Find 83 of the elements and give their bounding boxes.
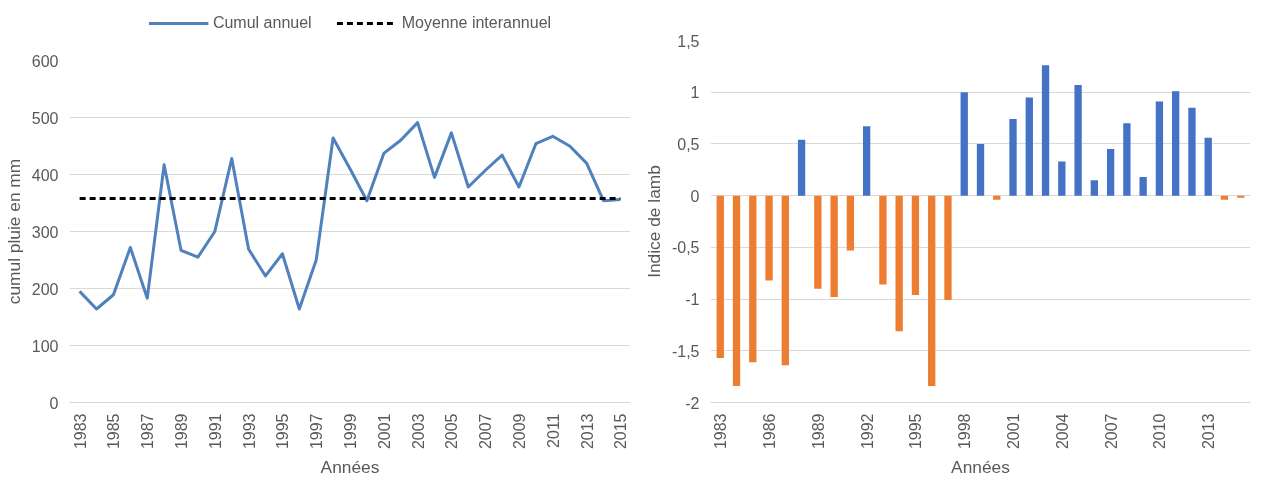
y-tick-label: -1,5 xyxy=(671,342,700,360)
y-axis-title: Indice de lamb xyxy=(643,165,664,278)
bar xyxy=(993,195,1001,200)
x-tick-label: 2004 xyxy=(1053,413,1071,450)
bar xyxy=(1025,97,1033,196)
x-tick-label: 1993 xyxy=(240,413,258,450)
bar xyxy=(1155,101,1164,196)
bar xyxy=(1220,195,1229,200)
y-tick-label: 0 xyxy=(690,187,700,205)
x-tick-label: 1998 xyxy=(956,413,974,450)
bar xyxy=(1123,123,1131,196)
x-tick-label: 1995 xyxy=(907,413,925,450)
bar xyxy=(846,195,855,251)
bar xyxy=(765,195,773,281)
y-tick-label: 300 xyxy=(31,223,59,241)
bar xyxy=(1009,119,1017,196)
bar xyxy=(749,195,757,363)
bar xyxy=(716,195,724,359)
y-tick-label: 200 xyxy=(31,280,59,298)
x-tick-label: 2007 xyxy=(1102,413,1120,450)
bar xyxy=(1074,84,1082,196)
y-axis-title: cumul pluie en mm xyxy=(3,158,24,305)
bar xyxy=(911,195,920,295)
x-tick-label: 2003 xyxy=(409,413,427,450)
bar xyxy=(797,139,806,196)
bar xyxy=(862,126,871,196)
bar xyxy=(976,143,985,196)
y-tick-label: 500 xyxy=(31,109,59,127)
y-tick-label: -2 xyxy=(685,394,700,412)
bar xyxy=(1139,177,1147,196)
y-tick-label: 1 xyxy=(690,84,700,102)
y-tick-label: 0 xyxy=(49,394,59,412)
y-tick-label: -0,5 xyxy=(671,239,700,257)
bar xyxy=(814,195,822,289)
bar xyxy=(879,195,887,285)
line-series xyxy=(78,121,622,311)
x-tick-label: 1987 xyxy=(139,413,157,450)
x-tick-label: 2010 xyxy=(1151,413,1169,450)
x-tick-label: 1989 xyxy=(173,413,191,450)
x-tick-label: 2007 xyxy=(477,413,495,450)
y-tick-label: -1 xyxy=(685,291,700,309)
x-tick-label: 1991 xyxy=(206,413,224,450)
bar xyxy=(1058,161,1066,196)
x-tick-label: 1999 xyxy=(342,413,359,450)
x-tick-label: 2013 xyxy=(1200,413,1218,450)
x-axis-title: Années xyxy=(320,457,380,478)
bar xyxy=(928,195,936,386)
x-tick-label: 2005 xyxy=(443,413,461,450)
x-tick-label: 1985 xyxy=(105,413,123,450)
bar xyxy=(1237,195,1245,198)
x-tick-label: 1989 xyxy=(809,413,827,450)
y-tick-label: 400 xyxy=(31,166,59,184)
x-tick-label: 2009 xyxy=(510,413,528,450)
x-tick-label: 2001 xyxy=(1005,413,1023,450)
y-tick-label: 100 xyxy=(31,337,59,355)
x-tick-label: 1983 xyxy=(71,413,89,450)
legend-label: Moyenne interannuel xyxy=(401,13,552,32)
bar xyxy=(960,92,968,196)
x-tick-label: 2001 xyxy=(375,413,393,450)
x-tick-label: 2011 xyxy=(544,413,562,448)
x-tick-label: 1997 xyxy=(308,413,326,450)
bar xyxy=(781,195,789,366)
bar xyxy=(1172,91,1180,196)
x-tick-label: 1986 xyxy=(761,413,779,450)
bar xyxy=(1188,107,1196,196)
x-tick-label: 2015 xyxy=(612,413,630,450)
x-tick-label: 1992 xyxy=(858,413,876,450)
x-axis-title: Années xyxy=(951,457,1011,478)
bar xyxy=(1106,149,1115,196)
x-tick-label: 1983 xyxy=(712,413,730,450)
bar xyxy=(1090,180,1099,196)
legend-label: Cumul annuel xyxy=(212,13,312,32)
bar xyxy=(830,195,838,297)
y-tick-label: 1,5 xyxy=(677,32,700,50)
bar xyxy=(895,195,903,332)
bar xyxy=(1204,137,1212,196)
bar xyxy=(1041,65,1050,196)
bar xyxy=(732,195,741,386)
x-tick-label: 2013 xyxy=(578,413,596,450)
y-tick-label: 600 xyxy=(31,52,59,70)
bar xyxy=(944,195,952,301)
x-tick-label: 1995 xyxy=(274,413,292,450)
y-tick-label: 0,5 xyxy=(677,135,700,153)
